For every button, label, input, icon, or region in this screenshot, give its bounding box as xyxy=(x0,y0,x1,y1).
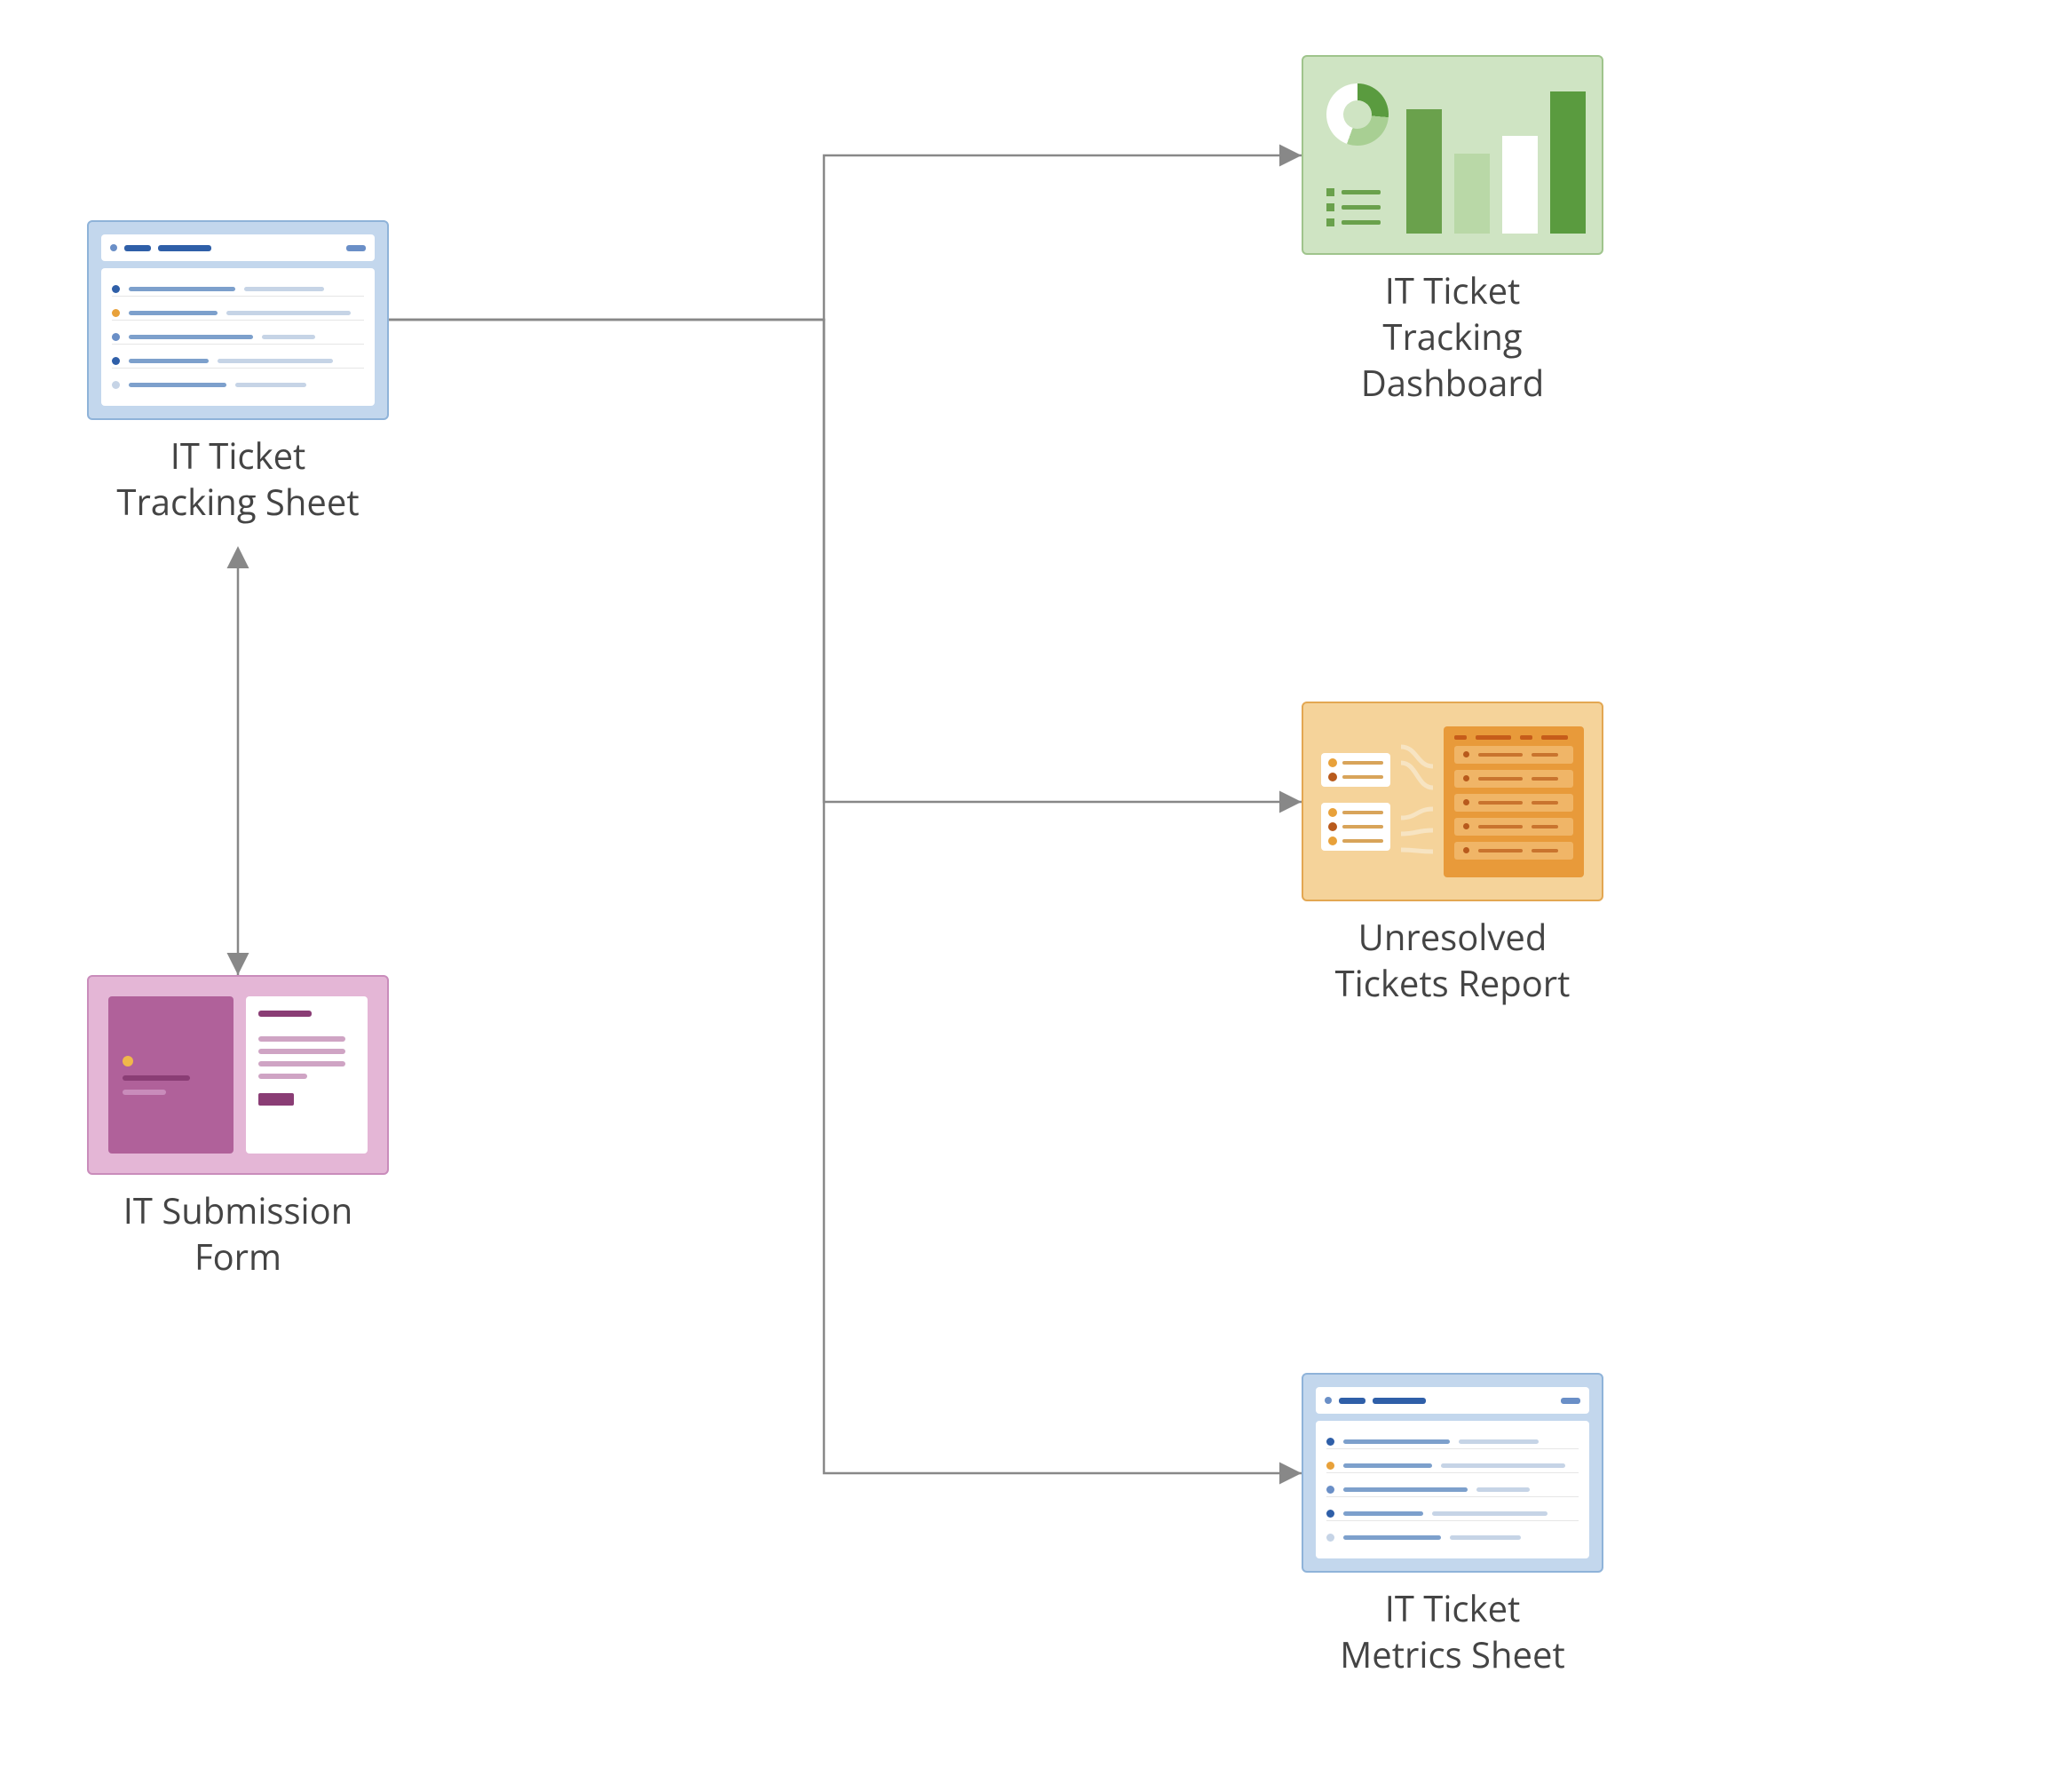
node-label: IT TicketMetrics Sheet xyxy=(1302,1585,1603,1677)
edge xyxy=(389,320,1302,802)
bar-chart-icon xyxy=(1406,91,1586,234)
diagram-canvas: IT TicketTracking Sheet IT SubmissionFor… xyxy=(0,0,2066,1792)
edge xyxy=(389,155,1302,320)
node-label: UnresolvedTickets Report xyxy=(1302,914,1603,1006)
edge xyxy=(389,320,1302,1473)
sheet-icon xyxy=(87,220,389,420)
node-label: IT SubmissionForm xyxy=(87,1187,389,1280)
report-icon xyxy=(1302,702,1603,901)
node-metrics-sheet: IT TicketMetrics Sheet xyxy=(1302,1373,1603,1677)
node-label: IT TicketTracking Sheet xyxy=(87,432,389,525)
node-submission-form: IT SubmissionForm xyxy=(87,975,389,1280)
node-tracking-sheet: IT TicketTracking Sheet xyxy=(87,220,389,525)
dashboard-icon xyxy=(1302,55,1603,255)
node-unresolved-report: UnresolvedTickets Report xyxy=(1302,702,1603,1006)
pie-chart-icon xyxy=(1326,83,1389,146)
sheet-icon xyxy=(1302,1373,1603,1573)
form-icon xyxy=(87,975,389,1175)
node-label: IT TicketTrackingDashboard xyxy=(1302,267,1603,406)
node-dashboard: IT TicketTrackingDashboard xyxy=(1302,55,1603,406)
